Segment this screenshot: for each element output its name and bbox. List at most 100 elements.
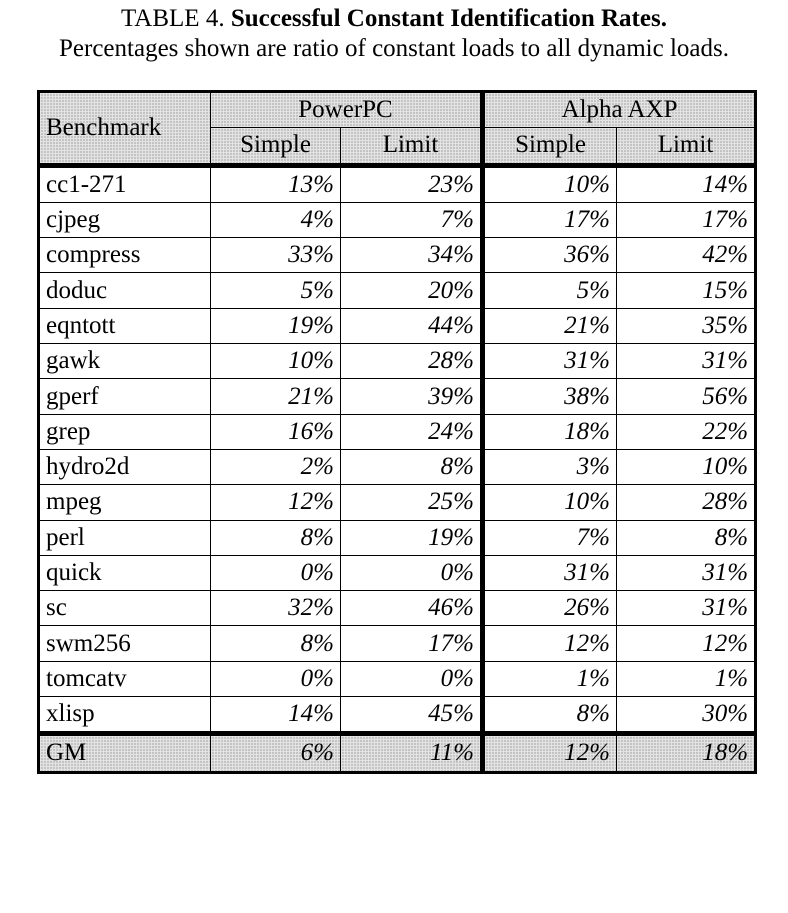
table-row: gperf 21% 39% 38% 56% [37,378,758,415]
header-row-groups: Benchmark PowerPC Alpha AXP [37,89,758,166]
alpha-limit-value: 12% [615,625,758,662]
table-row: sc 32% 46% 26% 31% [37,590,758,627]
benchmark-name: mpeg [37,484,211,521]
table-row: quick 0% 0% 31% 31% [37,554,758,592]
benchmark-name: xlisp [37,696,211,735]
table-title: Successful Constant Identification Rates… [230,5,667,32]
powerpc-simple-value: 19% [210,307,341,345]
alpha-limit-value: 8% [615,519,758,556]
alpha-limit-value: 42% [615,237,758,274]
alpha-limit-value: 14% [615,162,758,203]
powerpc-limit-value: 8% [340,448,483,486]
table-row: xlisp 14% 45% 8% 30% [37,696,758,735]
alpha-limit-value: 35% [615,307,758,345]
table-label: TABLE 4. [121,5,225,32]
header-row-sub: Simple Limit Simple Limit [39,127,758,166]
alpha-limit-value: 31% [615,554,758,592]
subheader-powerpc-limit: Limit [340,127,483,166]
benchmark-name: gperf [37,378,211,415]
powerpc-simple-value: 2% [210,448,341,486]
subheader-powerpc-simple: Simple [210,127,341,166]
group-header-powerpc: PowerPC [210,89,483,129]
powerpc-simple-value: 33% [210,237,341,274]
summary-label: GM [37,731,211,774]
powerpc-limit-value: 34% [340,237,483,274]
powerpc-limit-value: 24% [340,413,483,450]
subheader-alpha-simple: Simple [480,127,617,166]
alpha-simple-value: 3% [480,448,617,486]
powerpc-simple-value: 32% [210,590,341,627]
alpha-simple-value: 8% [480,696,617,735]
powerpc-simple-value: 4% [210,201,341,239]
alpha-simple-value: 18% [480,413,617,450]
alpha-limit-value: 31% [615,343,758,380]
subheader-alpha-limit: Limit [615,127,758,166]
powerpc-simple-value: 8% [210,625,341,662]
powerpc-simple-value: 12% [210,484,341,521]
benchmark-name: gawk [37,343,211,380]
powerpc-simple-value: 13% [210,162,341,203]
powerpc-simple-value: 8% [210,519,341,556]
summary-row-gm: GM 6% 11% 12% 18% [37,731,758,774]
alpha-limit-value: 56% [615,378,758,415]
alpha-simple-value: 26% [480,590,617,627]
powerpc-simple-value: 10% [210,343,341,380]
table-row: eqntott 19% 44% 21% 35% [37,307,758,345]
alpha-simple-value: 7% [480,519,617,556]
powerpc-limit-value: 46% [340,590,483,627]
alpha-limit-value: 31% [615,590,758,627]
alpha-simple-value: 10% [480,162,617,203]
alpha-simple-value: 17% [480,201,617,239]
benchmark-name: tomcatv [37,660,211,698]
powerpc-simple-value: 21% [210,378,341,415]
benchmark-name: hydro2d [37,448,211,486]
table-row: compress 33% 34% 36% 42% [37,237,758,274]
powerpc-limit-value: 0% [340,554,483,592]
alpha-limit-value: 17% [615,201,758,239]
gm-powerpc-simple-value: 6% [210,731,341,774]
powerpc-limit-value: 20% [340,272,483,309]
powerpc-limit-value: 7% [340,201,483,239]
alpha-limit-value: 28% [615,484,758,521]
group-header-alpha-axp: Alpha AXP [479,89,758,129]
alpha-simple-value: 1% [480,660,617,698]
table-row: mpeg 12% 25% 10% 28% [37,484,758,521]
powerpc-limit-value: 23% [340,162,483,203]
powerpc-limit-value: 25% [340,484,483,521]
results-table: Benchmark PowerPC Alpha AXP Simple Limit… [37,89,758,774]
powerpc-limit-value: 17% [340,625,483,662]
table-row: swm256 8% 17% 12% 12% [37,625,758,662]
benchmark-header: Benchmark [37,90,211,166]
table-row: perl 8% 19% 7% 8% [37,519,758,556]
benchmark-name: swm256 [37,625,211,662]
benchmark-name: eqntott [37,307,211,345]
table-caption: TABLE 4. Successful Constant Identificat… [0,4,788,34]
benchmark-name: cjpeg [37,201,211,239]
benchmark-name: doduc [37,272,211,309]
table-row: hydro2d 2% 8% 3% 10% [37,448,758,486]
alpha-simple-value: 31% [480,343,617,380]
gm-alpha-limit-value: 18% [615,731,758,774]
table-row: cjpeg 4% 7% 17% 17% [37,201,758,239]
powerpc-simple-value: 16% [210,413,341,450]
powerpc-limit-value: 44% [340,307,483,345]
alpha-limit-value: 15% [615,272,758,309]
alpha-simple-value: 5% [480,272,617,309]
benchmark-name: quick [37,554,211,592]
alpha-simple-value: 38% [480,378,617,415]
benchmark-name: sc [37,590,211,627]
gm-powerpc-limit-value: 11% [340,731,483,774]
table-row: doduc 5% 20% 5% 15% [37,272,758,309]
table-row: tomcatv 0% 0% 1% 1% [37,660,758,698]
powerpc-simple-value: 0% [210,660,341,698]
benchmark-name: perl [37,519,211,556]
alpha-simple-value: 36% [480,237,617,274]
powerpc-limit-value: 39% [340,378,483,415]
powerpc-limit-value: 45% [340,696,483,735]
alpha-limit-value: 22% [615,413,758,450]
powerpc-limit-value: 28% [340,343,483,380]
table-row: gawk 10% 28% 31% 31% [37,343,758,380]
benchmark-name: compress [37,237,211,274]
alpha-simple-value: 10% [480,484,617,521]
alpha-limit-value: 1% [615,660,758,698]
